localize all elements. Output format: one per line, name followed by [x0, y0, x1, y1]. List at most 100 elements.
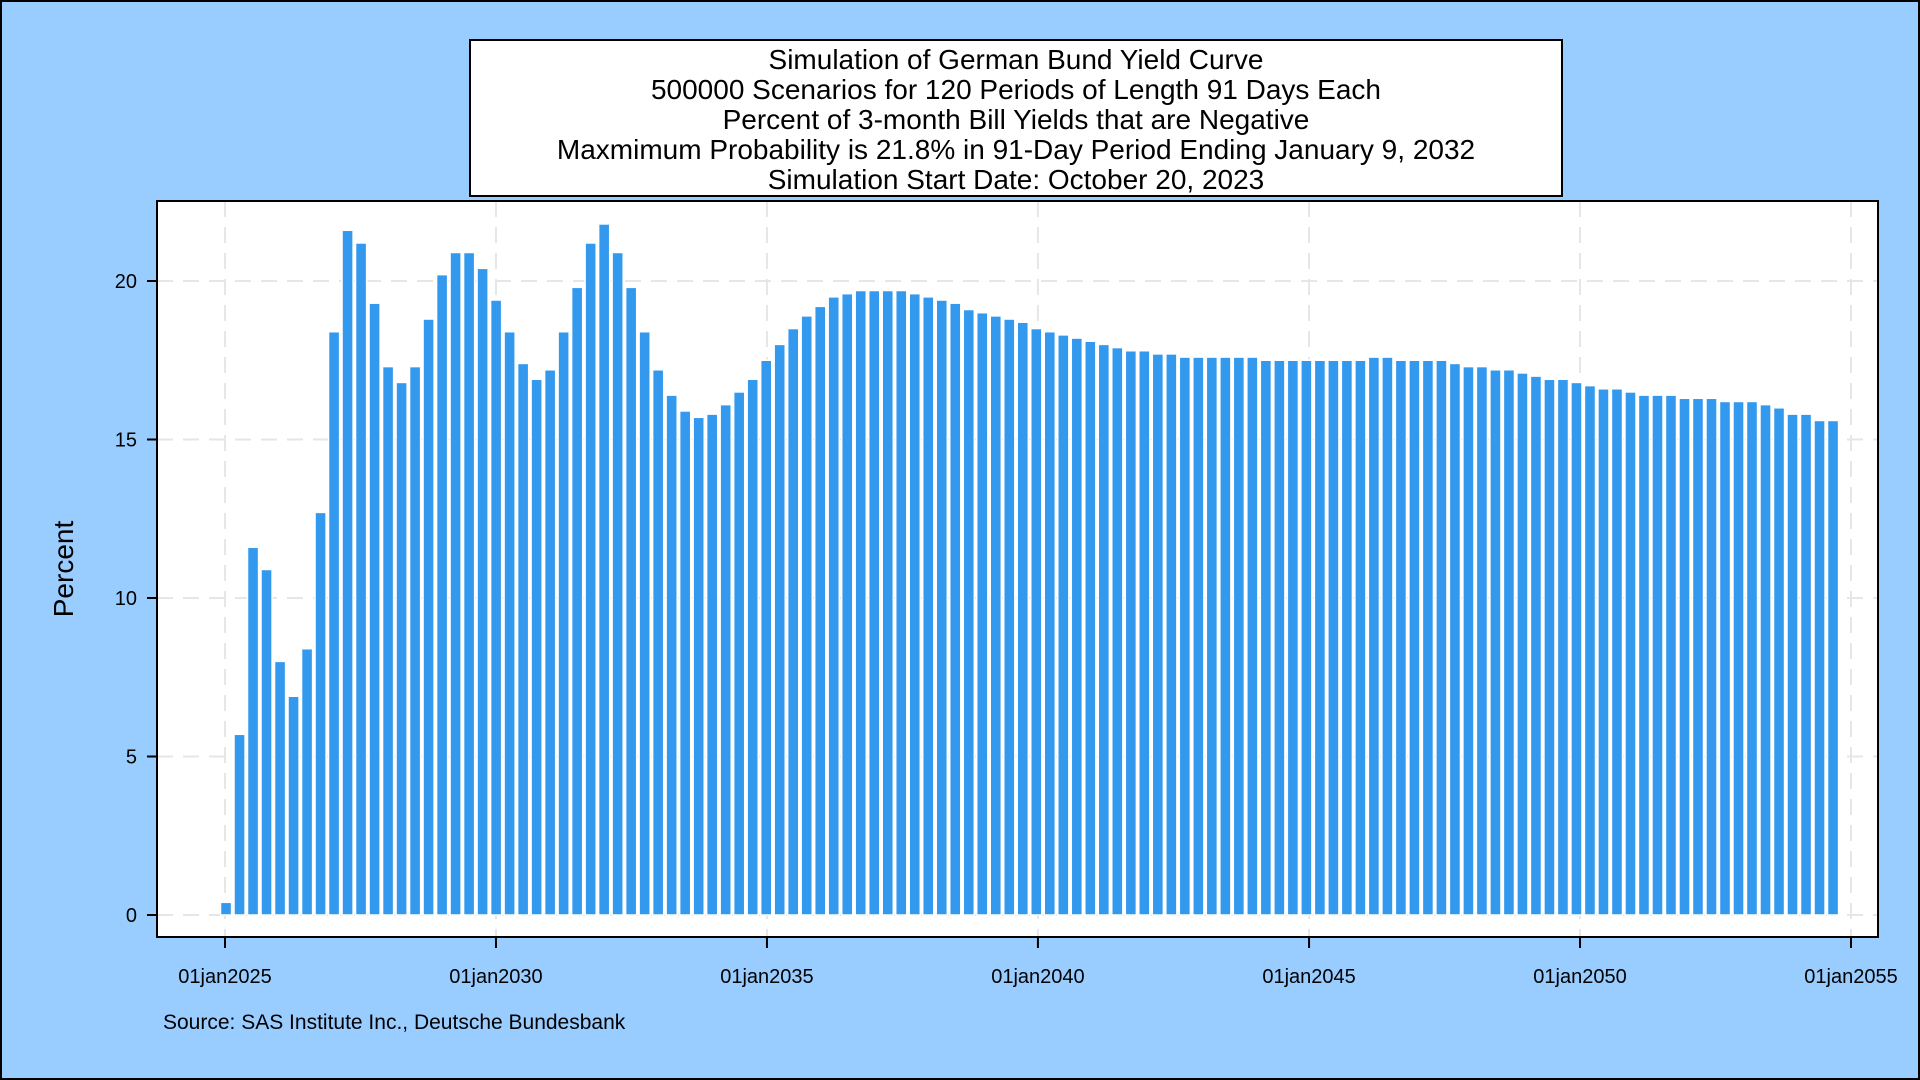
bar [1030, 327, 1043, 916]
bar [1070, 337, 1084, 916]
chart-subtitle-measure: Percent of 3-month Bill Yields that are … [722, 104, 1310, 135]
y-tick-label: 0 [126, 905, 137, 927]
bar [1192, 356, 1205, 916]
x-axis: 01jan2025 01jan2030 01jan2035 01jan2040 01ja… [178, 937, 1898, 988]
bar [1786, 413, 1799, 916]
bar [638, 330, 651, 916]
bar [219, 901, 233, 916]
bar [1057, 334, 1070, 916]
bar [1759, 403, 1772, 916]
bar [678, 410, 692, 916]
bar [368, 302, 381, 916]
bar [1745, 400, 1759, 916]
chart-subtitle-start-date: Simulation Start Date: October 20, 2023 [767, 164, 1265, 195]
bar [1664, 394, 1678, 916]
bar [773, 343, 786, 916]
bar [1624, 391, 1637, 916]
bar [381, 365, 395, 916]
bar [557, 330, 570, 916]
bar [827, 296, 841, 916]
chart-title-box: Simulation of German Bund Yield Curve 50… [469, 39, 1563, 197]
bar [462, 251, 476, 916]
bar [1691, 397, 1705, 916]
bar [1408, 359, 1421, 916]
bar [1232, 356, 1246, 916]
bar [746, 378, 759, 916]
bar [435, 273, 449, 916]
bar [854, 289, 868, 916]
bar [800, 315, 813, 916]
bar [1705, 397, 1718, 916]
bar [1340, 359, 1354, 916]
bar [476, 267, 489, 916]
bar [314, 511, 327, 916]
bar [732, 391, 746, 916]
bar [1718, 400, 1732, 916]
y-tick-label: 15 [115, 430, 137, 452]
bar [813, 305, 827, 916]
bar [300, 647, 314, 916]
chart-title: Simulation of German Bund Yield Curve [768, 44, 1264, 75]
x-tick-label: 01jan2055 [1804, 966, 1897, 988]
bar [1367, 356, 1381, 916]
bar [570, 286, 584, 916]
source-note: Source: SAS Institute Inc., Deutsche Bun… [163, 1011, 626, 1034]
bar [692, 416, 705, 916]
bar [1097, 343, 1111, 916]
bar [449, 251, 462, 916]
bar [705, 413, 719, 916]
bar-series [219, 223, 1840, 916]
bar [1327, 359, 1340, 916]
bar [719, 403, 732, 916]
y-tick-label: 5 [126, 747, 137, 769]
bar [246, 546, 260, 916]
bar [1570, 381, 1583, 916]
bar [1003, 318, 1016, 916]
y-axis-label: Percent [48, 520, 79, 618]
x-tick-label: 01jan2045 [1262, 966, 1355, 988]
bar [408, 365, 422, 916]
bar [395, 381, 408, 916]
bar [1300, 359, 1313, 916]
bar [516, 362, 530, 916]
x-tick-label: 01jan2025 [178, 966, 271, 988]
bar [665, 394, 678, 916]
bar [543, 369, 557, 916]
bar [935, 299, 949, 916]
bar [1597, 388, 1610, 916]
bar [1435, 359, 1448, 916]
bar [1678, 397, 1691, 916]
chart-subtitle-scenarios: 500000 Scenarios for 120 Periods of Leng… [650, 74, 1382, 105]
bar [1651, 394, 1664, 916]
bar [273, 660, 287, 916]
bar [1813, 419, 1826, 916]
bar [962, 308, 976, 916]
bar [584, 242, 597, 916]
bar [908, 292, 922, 916]
y-axis: 0 5 10 15 20 [115, 271, 157, 927]
bar [327, 330, 341, 916]
bar [1732, 400, 1745, 916]
bar [1273, 359, 1286, 916]
bar [1178, 356, 1192, 916]
bar [1556, 378, 1570, 916]
bar [840, 292, 854, 916]
bar [260, 568, 273, 916]
bar [1124, 349, 1138, 916]
bar [759, 359, 773, 916]
bar [1489, 369, 1502, 916]
bar [1286, 359, 1300, 916]
bar [1165, 353, 1178, 916]
bar [894, 289, 908, 916]
bar [921, 296, 935, 916]
bar [1799, 413, 1813, 916]
bar [503, 330, 516, 916]
bar [341, 229, 354, 916]
bar [1610, 388, 1624, 916]
bar [611, 251, 624, 916]
bar [1246, 356, 1259, 916]
bar [489, 299, 503, 916]
plot-frame [156, 200, 1879, 938]
bar [1502, 369, 1516, 916]
